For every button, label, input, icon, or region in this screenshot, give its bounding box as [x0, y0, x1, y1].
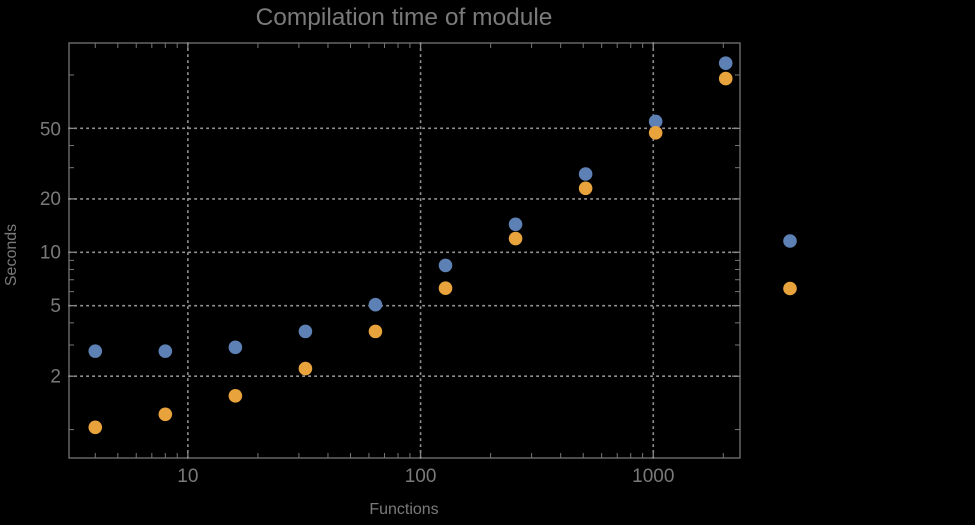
svg-text:10: 10: [177, 466, 198, 487]
svg-text:100: 100: [405, 466, 437, 487]
svg-text:Functions: Functions: [369, 501, 438, 518]
svg-text:Seconds: Seconds: [3, 224, 20, 286]
svg-text:10: 10: [40, 242, 61, 263]
svg-text:2: 2: [50, 367, 61, 388]
svg-text:20: 20: [40, 189, 61, 210]
svg-text:5: 5: [50, 296, 61, 317]
svg-text:50: 50: [40, 120, 61, 141]
svg-text:1000: 1000: [632, 466, 674, 487]
svg-text:Compilation time of module: Compilation time of module: [256, 4, 553, 31]
